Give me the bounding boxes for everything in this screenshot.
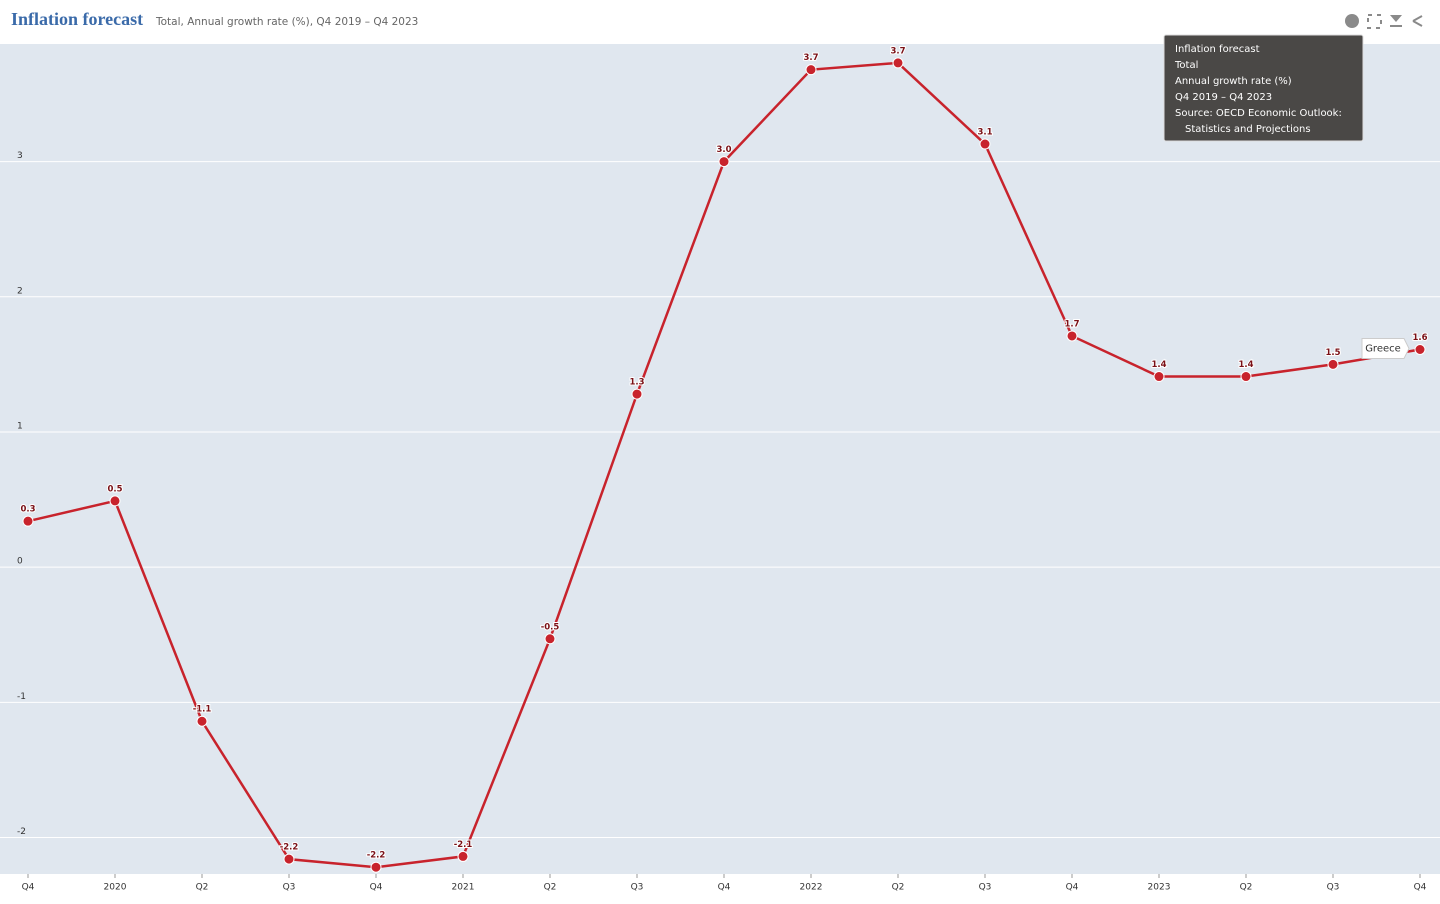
- y-tick-label: -2: [17, 827, 26, 837]
- data-label: 3.1: [977, 128, 992, 138]
- data-point: [544, 633, 556, 645]
- tooltip: Inflation forecast Total Annual growth rat…: [1163, 34, 1364, 142]
- x-tick-label: 2023: [1148, 883, 1171, 893]
- y-tick-label: 0: [17, 557, 23, 567]
- x-tick-label: Q2: [544, 883, 557, 893]
- data-label: 3.0: [716, 145, 731, 155]
- data-label: 1.7: [1064, 319, 1079, 329]
- data-point: [22, 515, 34, 527]
- tooltip-line: Q4 2019 – Q4 2023: [1175, 92, 1272, 103]
- x-tick-label: Q3: [283, 883, 296, 893]
- tooltip-text: Inflation forecast Total Annual growth rat…: [1174, 44, 1342, 135]
- data-label: 3.7: [803, 53, 818, 63]
- tooltip-box: [1163, 34, 1364, 142]
- data-label: 0.3: [20, 505, 35, 515]
- x-tick-label: Q3: [631, 883, 644, 893]
- y-tick-label: 1: [17, 421, 23, 431]
- fullscreen-icon[interactable]: [1367, 14, 1382, 29]
- y-tick-label: -1: [17, 692, 26, 702]
- data-label: 1.5: [1325, 348, 1340, 358]
- data-point: [1327, 358, 1339, 370]
- plot: -2 -1 0 1 2 3 Q4 2020 Q2 Q3 Q4 2021 Q2 Q3 Q4 2022 Q2 Q3 Q4…: [0, 45, 1440, 893]
- data-point: [1153, 371, 1165, 383]
- legend-label: Greece: [1365, 344, 1401, 355]
- x-tick-label: Q3: [979, 883, 992, 893]
- toolbar: [1345, 14, 1423, 29]
- data-point: [1066, 330, 1078, 342]
- data-point: [631, 388, 643, 400]
- legend-box: [1361, 338, 1410, 360]
- data-label: -2.1: [454, 840, 473, 850]
- x-tick-label: Q2: [892, 883, 905, 893]
- x-tick-label: Q3: [1327, 883, 1340, 893]
- x-tick-label: Q4: [370, 883, 383, 893]
- tooltip-line: Total: [1174, 60, 1198, 71]
- tooltip-line: Annual growth rate (%): [1175, 76, 1292, 87]
- data-label: 0.5: [107, 484, 122, 494]
- data-label: -1.1: [193, 705, 212, 715]
- x-tick-label: Q2: [196, 883, 209, 893]
- data-point: [370, 861, 382, 873]
- data-point: [1240, 371, 1252, 383]
- data-label: 1.4: [1238, 360, 1253, 370]
- info-icon[interactable]: [1345, 14, 1359, 28]
- x-tick-label: 2020: [104, 883, 127, 893]
- data-point: [196, 715, 208, 727]
- tooltip-line: Source: OECD Economic Outlook:: [1175, 108, 1342, 119]
- x-tick-label: 2021: [452, 883, 475, 893]
- data-label: 3.7: [890, 46, 905, 56]
- data-label: 1.6: [1412, 333, 1427, 343]
- chart-subtitle: Total, Annual growth rate (%), Q4 2019 –…: [155, 16, 418, 28]
- download-icon[interactable]: [1390, 15, 1402, 27]
- data-label: -0.5: [541, 622, 560, 632]
- data-point: [805, 64, 817, 76]
- x-tick-label: Q4: [22, 883, 35, 893]
- x-tick-label: Q4: [718, 883, 731, 893]
- tooltip-line: Inflation forecast: [1175, 44, 1260, 55]
- share-icon[interactable]: [1412, 15, 1423, 27]
- x-tick-label: Q4: [1066, 883, 1079, 893]
- data-label: 1.4: [1151, 360, 1166, 370]
- x-tick-label: Q4: [1414, 883, 1427, 893]
- tooltip-line: Statistics and Projections: [1185, 124, 1311, 135]
- y-tick-label: 3: [17, 151, 23, 161]
- x-tick-label: 2022: [800, 883, 823, 893]
- plot-area: [0, 44, 1440, 874]
- data-point: [283, 853, 295, 865]
- data-point: [1414, 344, 1426, 356]
- data-point: [979, 138, 991, 150]
- data-label: -2.2: [367, 851, 386, 861]
- data-label: 1.3: [629, 378, 644, 388]
- data-label: -2.2: [280, 843, 299, 853]
- data-point: [109, 495, 121, 507]
- y-tick-label: 2: [17, 286, 23, 296]
- chart-title: Inflation forecast: [11, 9, 143, 29]
- data-point: [718, 156, 730, 168]
- data-point: [892, 57, 904, 69]
- x-tick-label: Q2: [1240, 883, 1253, 893]
- data-point: [457, 850, 469, 862]
